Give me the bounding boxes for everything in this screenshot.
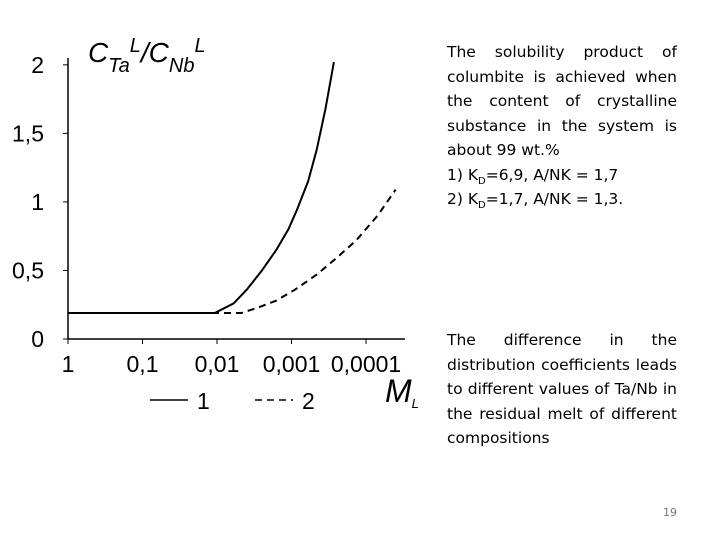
text-block-1: The solubility product of columbite is a… xyxy=(447,40,677,212)
chart: 00,511,521 0,1 0,01 0,001 0,0001CTaL/CNbLML1… xyxy=(12,35,419,414)
series-line xyxy=(68,189,397,314)
y-label-part: /C xyxy=(139,37,170,68)
y-tick-label: 1 xyxy=(31,189,44,215)
y-axis-label: CTaL/CNbL xyxy=(88,35,206,77)
y-tick-label: 2 xyxy=(31,52,44,78)
y-label-part: L xyxy=(130,35,141,57)
y-tick-label: 1,5 xyxy=(12,120,44,146)
x-label-part: M xyxy=(385,373,412,409)
y-label-part: L xyxy=(194,35,205,57)
x-axis-label: ML xyxy=(385,373,419,411)
legend-label: 1 xyxy=(197,388,210,414)
text: =1,7, A/NK = 1,3. xyxy=(485,190,624,208)
y-label-part: Ta xyxy=(108,55,130,77)
x-tick-label: 0,1 xyxy=(127,351,159,377)
x-tick-label: 0,001 xyxy=(263,351,321,377)
list: 1) KD=6,9, A/NK = 1,7 2) KD=1,7, A/NK = 1… xyxy=(447,163,677,212)
x-label-part: L xyxy=(412,396,419,411)
y-tick-label: 0,5 xyxy=(12,257,44,283)
y-label-part: Nb xyxy=(169,55,195,77)
subscript: D xyxy=(478,200,486,212)
x-tick-label: 0,0001 xyxy=(331,351,401,377)
list-item: 2) KD=1,7, A/NK = 1,3. xyxy=(447,187,677,212)
x-tick-label: 0,01 xyxy=(195,351,240,377)
list-item: 1) KD=6,9, A/NK = 1,7 xyxy=(447,163,677,188)
paragraph: The solubility product of columbite is a… xyxy=(447,43,677,159)
page-number: 19 xyxy=(663,506,677,519)
paragraph: The difference in the distribution coeff… xyxy=(447,331,677,447)
x-tick-label: 1 xyxy=(62,351,75,377)
text: =6,9, A/NK = 1,7 xyxy=(485,165,619,184)
series-line xyxy=(68,61,335,314)
text: 2) K xyxy=(447,190,478,208)
legend-label: 2 xyxy=(302,388,315,414)
subscript: D xyxy=(478,175,486,187)
y-label-part: C xyxy=(88,37,109,68)
y-tick-label: 0 xyxy=(31,326,44,352)
text: 1) K xyxy=(447,165,478,184)
